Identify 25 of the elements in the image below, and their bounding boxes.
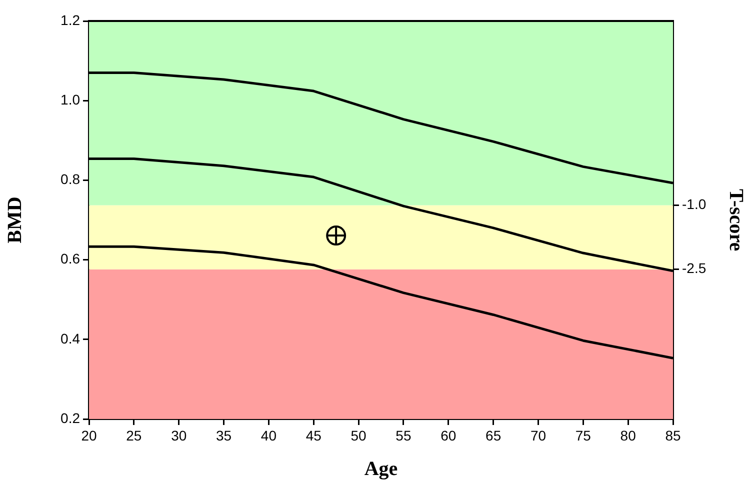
y-tick-label: 1.2 <box>60 12 80 28</box>
x-tick-label: 30 <box>171 427 187 444</box>
y-tick-label: 0.8 <box>60 171 80 188</box>
y2-tick-label: -2.5 <box>682 260 706 276</box>
y-tick-label: 0.4 <box>60 330 80 346</box>
x-tick-label: 65 <box>486 427 502 444</box>
x-tick-label: 35 <box>216 427 232 444</box>
x-tick-label: 60 <box>440 427 456 444</box>
x-tick-label: 80 <box>620 427 636 444</box>
x-tick-label: 25 <box>126 427 142 444</box>
x-tick-label: 85 <box>665 427 681 444</box>
x-tick-label: 75 <box>575 427 592 444</box>
y-tick-label: 1.0 <box>60 91 80 108</box>
y-tick-label: 0.6 <box>60 250 80 267</box>
y-tick-label: 0.2 <box>60 410 80 426</box>
x-tick-label: 50 <box>350 427 367 444</box>
x-tick-label: 45 <box>306 427 322 444</box>
y2-tick-label: -1.0 <box>682 196 706 212</box>
x-tick-label: 20 <box>81 427 97 444</box>
x-tick-label: 40 <box>260 427 277 444</box>
x-tick-label: 70 <box>530 427 546 444</box>
x-tick-label: 55 <box>396 427 412 444</box>
y2-axis-title: T-score <box>724 188 747 252</box>
y-axis-title: BMD <box>4 196 26 244</box>
x-axis-title: Age <box>364 458 398 480</box>
